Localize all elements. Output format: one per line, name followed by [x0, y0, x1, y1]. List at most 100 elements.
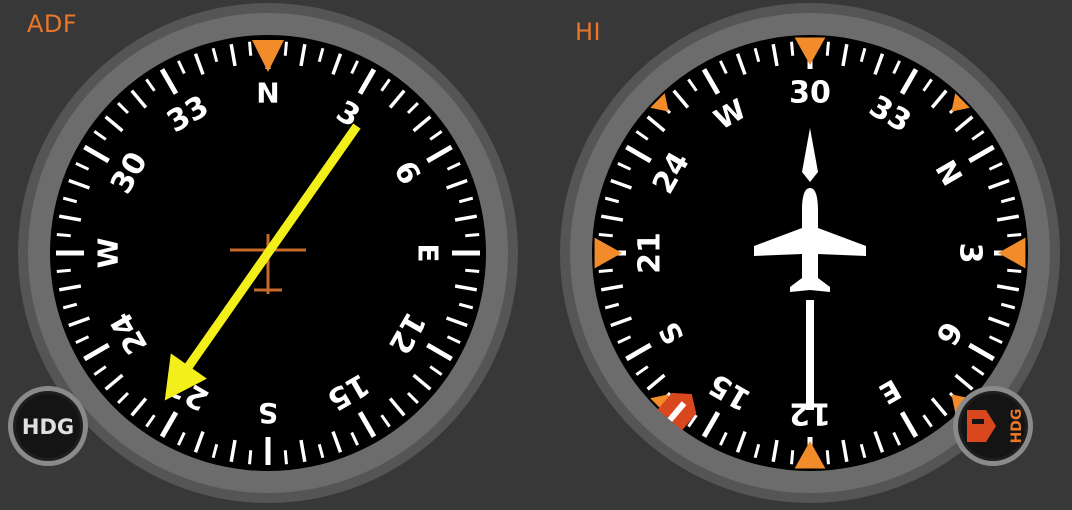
hi-tick	[922, 78, 933, 92]
adf-tick	[299, 439, 307, 463]
adf-tick	[317, 47, 325, 63]
hi-title: HI	[575, 18, 602, 46]
adf-tick	[145, 78, 156, 92]
hi-heading-bug	[657, 392, 697, 431]
hi-tick	[954, 373, 974, 391]
hi-hdg-knob-label: HDG	[1009, 409, 1025, 444]
hi-tick	[771, 43, 779, 67]
hi-tick	[1007, 233, 1022, 238]
hi-tick	[635, 365, 649, 376]
adf-tick	[68, 178, 91, 190]
hi-tick	[600, 284, 624, 292]
adf-tick	[177, 60, 186, 75]
hi-tick	[899, 68, 919, 95]
adf-tick	[62, 302, 78, 310]
adf-tick	[454, 214, 478, 222]
hi-reference-triangle	[650, 93, 669, 112]
hi-tick	[996, 284, 1020, 292]
hi-tick	[719, 60, 728, 75]
adf-tick	[426, 144, 453, 164]
hi-tick	[604, 196, 620, 204]
hi-tick	[968, 144, 995, 164]
hi-tick	[988, 335, 1003, 344]
hi-tick	[971, 365, 985, 376]
hi-tick	[873, 53, 885, 76]
hi-tick	[735, 430, 747, 453]
adf-tick	[211, 47, 219, 63]
adf-tick	[248, 450, 253, 465]
adf-tick	[104, 115, 124, 133]
adf-card-label: N	[256, 77, 279, 110]
hi-tick	[987, 178, 1010, 190]
hi-tick	[930, 397, 948, 417]
hi-tick	[873, 430, 885, 453]
adf-tick	[406, 391, 419, 404]
hi-reference-triangle	[998, 237, 1026, 269]
adf-tick	[465, 268, 480, 273]
hi-tick	[968, 342, 995, 362]
hi-tick	[859, 443, 867, 459]
adf-tick	[248, 41, 253, 56]
hi-tick	[646, 115, 666, 133]
hi-tick	[825, 450, 830, 465]
adf-tick	[357, 411, 377, 438]
adf-tick	[93, 365, 107, 376]
hi-tick	[701, 68, 721, 95]
adf-hdg-knob[interactable]: HDG	[8, 386, 88, 466]
hi-tick	[988, 162, 1003, 171]
adf-tick	[454, 284, 478, 292]
adf-card-label: E	[412, 243, 445, 262]
adf-needle-shaft	[178, 123, 361, 379]
adf-tick	[193, 430, 205, 453]
adf-tick	[283, 450, 288, 465]
hi-tick	[635, 130, 649, 141]
hi-tick	[617, 335, 632, 344]
hi-tick	[930, 89, 948, 109]
hi-reference-triangle	[951, 93, 970, 112]
adf-tick	[380, 414, 391, 428]
adf-tick	[145, 414, 156, 428]
hi-tick	[841, 439, 849, 463]
hi-tick	[1007, 268, 1022, 273]
hi-tick	[610, 316, 633, 328]
adf-tick	[357, 68, 377, 95]
adf-tick	[406, 102, 419, 115]
hi-tick	[598, 268, 613, 273]
adf-hdg-knob-label: HDG	[22, 415, 74, 439]
adf-tick	[426, 342, 453, 362]
hi-tick	[899, 411, 919, 438]
hi-tick	[790, 41, 795, 56]
adf-tick	[83, 342, 110, 362]
hi-tick	[841, 43, 849, 67]
adf-tick	[117, 102, 130, 115]
hi-tick	[687, 414, 698, 428]
adf-tick	[75, 335, 90, 344]
hi-tick	[617, 162, 632, 171]
adf-tick	[380, 78, 391, 92]
adf-tick	[412, 115, 432, 133]
hi-tick	[625, 144, 652, 164]
adf-tick	[56, 268, 71, 273]
adf-tick	[465, 233, 480, 238]
adf-tick	[299, 43, 307, 67]
adf-tick	[75, 162, 90, 171]
adf-tick	[412, 373, 432, 391]
hi-tick	[735, 53, 747, 76]
adf-tick	[159, 68, 179, 95]
hi-tick	[672, 89, 690, 109]
adf-tick	[446, 335, 461, 344]
hi-tick	[996, 214, 1020, 222]
adf-tick	[177, 431, 186, 446]
hi-reference-triangle	[594, 237, 622, 269]
adf-title: ADF	[27, 10, 78, 38]
hi-tick	[753, 47, 761, 63]
hi-hdg-knob[interactable]: HDG	[953, 386, 1033, 466]
hi-aircraft-icon	[754, 188, 866, 292]
adf-bearing-needle	[164, 123, 361, 401]
adf-tick	[93, 130, 107, 141]
hi-tick	[1000, 302, 1016, 310]
hi-card-label: 21	[633, 232, 668, 274]
adf-tick	[83, 144, 110, 164]
